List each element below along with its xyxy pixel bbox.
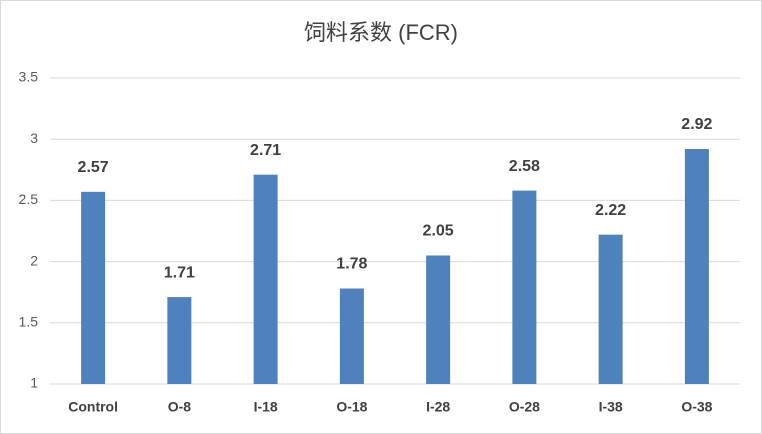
y-tick-label: 2: [30, 252, 38, 268]
data-label: 1.71: [164, 264, 195, 281]
data-label: 2.92: [681, 116, 712, 133]
x-tick-label: O-18: [336, 399, 367, 415]
data-label: 1.78: [336, 256, 367, 273]
y-tick-label: 1.5: [19, 314, 39, 330]
x-tick-label: I-28: [426, 399, 450, 415]
data-label: 2.22: [595, 202, 626, 219]
data-label: 2.71: [250, 142, 281, 159]
bar: [684, 148, 709, 384]
chart-title: 饲料系数 (FCR): [304, 20, 458, 45]
x-tick-label: I-38: [599, 399, 623, 415]
x-tick-label: O-38: [681, 399, 712, 415]
data-label: 2.57: [78, 159, 109, 176]
bar: [598, 234, 623, 384]
bar: [253, 174, 278, 384]
bar: [426, 255, 451, 384]
bar: [512, 190, 537, 384]
data-label: 2.58: [509, 158, 540, 175]
bar: [167, 297, 192, 384]
y-tick-label: 3: [30, 130, 38, 146]
y-tick-label: 1: [30, 375, 38, 391]
bar: [81, 191, 106, 384]
x-tick-label: O-28: [509, 399, 540, 415]
y-tick-label: 2.5: [19, 191, 39, 207]
y-tick-label: 3.5: [19, 69, 39, 85]
x-tick-label: O-8: [168, 399, 192, 415]
x-tick-label: Control: [68, 399, 118, 415]
data-label: 2.05: [423, 223, 454, 240]
x-tick-label: I-18: [254, 399, 278, 415]
bar: [339, 288, 364, 384]
